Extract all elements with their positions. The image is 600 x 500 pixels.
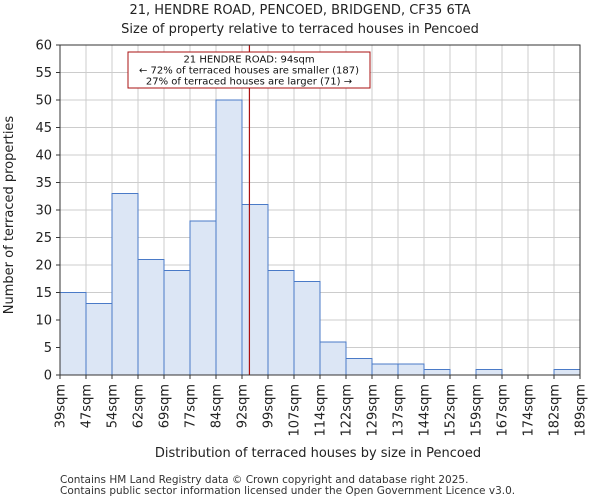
chart-subtitle: Size of property relative to terraced ho… xyxy=(121,22,479,37)
bar xyxy=(267,270,295,376)
bar xyxy=(345,358,373,376)
bar xyxy=(293,281,321,376)
x-tick-label: 114sqm xyxy=(314,384,329,437)
bar xyxy=(59,292,87,376)
x-tick-label: 77sqm xyxy=(184,384,199,428)
x-tick-label: 167sqm xyxy=(496,384,511,437)
x-tick-label: 174sqm xyxy=(522,384,537,437)
x-tick-label: 129sqm xyxy=(366,384,381,437)
x-tick-label: 152sqm xyxy=(444,384,459,437)
annotation-line: 21 HENDRE ROAD: 94sqm xyxy=(183,55,314,66)
y-tick-label: 10 xyxy=(35,314,52,329)
y-tick-label: 60 xyxy=(35,39,52,54)
x-tick-label: 69sqm xyxy=(158,384,173,428)
x-tick-label: 122sqm xyxy=(340,384,355,437)
x-tick-label: 84sqm xyxy=(210,384,225,428)
bar xyxy=(215,99,243,376)
y-tick-label: 45 xyxy=(35,121,52,136)
y-tick-label: 0 xyxy=(44,369,52,384)
footer-line-2: Contains public sector information licen… xyxy=(60,485,515,497)
bar xyxy=(111,193,139,376)
x-tick-label: 92sqm xyxy=(236,384,251,428)
y-tick-label: 35 xyxy=(35,176,52,191)
bar xyxy=(475,369,503,376)
bar xyxy=(163,270,191,376)
marker-layer: 21 HENDRE ROAD: 94sqm← 72% of terraced h… xyxy=(127,45,371,375)
x-tick-label: 62sqm xyxy=(132,384,147,428)
bar xyxy=(397,363,425,376)
y-tick-label: 5 xyxy=(44,341,52,356)
y-tick-label: 20 xyxy=(35,259,52,274)
x-tick-label: 99sqm xyxy=(262,384,277,428)
y-axis-label: Number of terraced properties xyxy=(2,116,17,315)
x-tick-label: 107sqm xyxy=(288,384,303,437)
annotation-line: 27% of terraced houses are larger (71) → xyxy=(146,77,352,88)
x-tick-label: 54sqm xyxy=(106,384,121,428)
annotation-line: ← 72% of terraced houses are smaller (18… xyxy=(139,66,359,77)
chart-title: 21, HENDRE ROAD, PENCOED, BRIDGEND, CF35… xyxy=(129,3,470,18)
x-axis-label: Distribution of terraced houses by size … xyxy=(155,446,481,461)
annotation-box xyxy=(127,51,371,89)
x-tick-label: 159sqm xyxy=(470,384,485,437)
x-axis-ticks: 39sqm 47sqm 54sqm 62sqm 69sqm 77sqm 84sqm 92sqm… xyxy=(54,375,589,437)
bar xyxy=(189,220,217,376)
footer-line-1: Contains HM Land Registry data © Crown c… xyxy=(60,474,468,486)
y-tick-label: 15 xyxy=(35,286,52,301)
y-tick-label: 55 xyxy=(35,66,52,81)
y-tick-label: 30 xyxy=(35,204,52,219)
bar xyxy=(553,369,581,376)
bar xyxy=(423,369,451,376)
x-tick-label: 182sqm xyxy=(548,384,563,437)
y-tick-label: 25 xyxy=(35,231,52,246)
y-tick-label: 50 xyxy=(35,94,52,109)
x-tick-label: 137sqm xyxy=(392,384,407,437)
bar xyxy=(137,259,165,376)
bar xyxy=(241,204,269,376)
bar xyxy=(319,341,347,376)
x-tick-label: 189sqm xyxy=(574,384,589,437)
x-tick-label: 39sqm xyxy=(54,384,69,428)
x-tick-label: 144sqm xyxy=(418,384,433,437)
bar xyxy=(371,363,399,376)
bar xyxy=(85,303,113,376)
bars-layer xyxy=(59,99,581,376)
y-tick-label: 40 xyxy=(35,149,52,164)
x-tick-label: 47sqm xyxy=(80,384,95,428)
y-axis-ticks: 0 5 10 15 20 25 30 35 40 45 50 55 60 xyxy=(35,39,60,384)
